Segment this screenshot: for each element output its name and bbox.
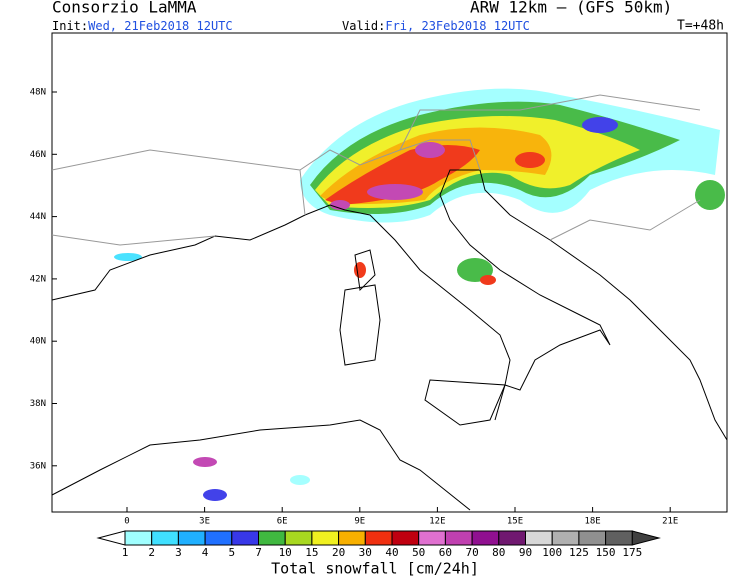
- colorbar-box: [498, 530, 526, 546]
- colorbar-box: [418, 530, 446, 546]
- colorbar-box: [578, 530, 607, 546]
- colorbar-end: [96, 530, 126, 546]
- colorbar-title: Total snowfall [cm/24h]: [271, 560, 479, 578]
- colorbar-box: [258, 530, 286, 546]
- snow-field: [114, 88, 725, 501]
- colorbar-box: [525, 530, 553, 546]
- lat-label: 44N: [30, 212, 46, 222]
- model: ARW 12km – (GFS 50km): [470, 0, 672, 17]
- lon-label: 12E: [429, 517, 445, 527]
- init-label: Init:: [52, 19, 88, 33]
- valid-date: Fri, 23Feb2018 12UTC: [385, 19, 530, 33]
- colorbar-box: [444, 530, 473, 546]
- colorbar-label: 7: [255, 546, 262, 559]
- lat-label: 48N: [30, 88, 46, 98]
- colorbar-label: 2: [148, 546, 155, 559]
- lat-label: 46N: [30, 150, 46, 160]
- colorbar-label: 1: [122, 546, 129, 559]
- lead-time: T=+48h: [677, 19, 724, 34]
- colorbar-label: 60: [439, 546, 452, 559]
- colorbar-box: [204, 530, 233, 546]
- colorbar-label: 80: [492, 546, 505, 559]
- map: [51, 32, 728, 513]
- colorbar-label: 125: [569, 546, 589, 559]
- colorbar-label: 70: [465, 546, 478, 559]
- lon-label: 15E: [507, 517, 523, 527]
- lon-label: 3E: [199, 517, 210, 527]
- lon-label: 18E: [584, 517, 600, 527]
- lon-label: 21E: [662, 517, 678, 527]
- colorbar-label: 20: [332, 546, 345, 559]
- colorbar-box: [124, 530, 153, 546]
- colorbar-box: [605, 530, 633, 546]
- colorbar-box: [231, 530, 260, 546]
- colorbar-box: [471, 530, 500, 546]
- colorbar-label: 30: [359, 546, 372, 559]
- colorbar-label: 100: [542, 546, 562, 559]
- colorbar-box: [177, 530, 206, 546]
- coastlines: [51, 169, 728, 511]
- lat-label: 40N: [30, 337, 46, 347]
- colorbar-box: [311, 530, 340, 546]
- colorbar-box: [364, 530, 393, 546]
- colorbar-box: [284, 530, 313, 546]
- colorbar-box: [338, 530, 366, 546]
- colorbar-label: 175: [622, 546, 642, 559]
- colorbar-box: [151, 530, 179, 546]
- borders: [51, 94, 701, 246]
- valid-label: Valid:: [342, 19, 385, 33]
- lat-label: 42N: [30, 274, 46, 284]
- colorbar-label: 90: [519, 546, 532, 559]
- lon-label: 9E: [354, 517, 365, 527]
- colorbar-label: 10: [279, 546, 292, 559]
- lat-label: 36N: [30, 461, 46, 471]
- colorbar-label: 3: [175, 546, 182, 559]
- colorbar-label: 40: [385, 546, 398, 559]
- title: Consorzio LaMMA: [52, 0, 197, 17]
- colorbar-label: 5: [228, 546, 235, 559]
- colorbar-end: [631, 530, 661, 546]
- colorbar: 1 2 3 4 5 7 10 15 20 30 40 50 60 70 80 90 100 125 150 175: [96, 530, 661, 559]
- valid-line: Valid:Fri, 23Feb2018 12UTC: [342, 19, 530, 33]
- init-line: Init:Wed, 21Feb2018 12UTC: [52, 19, 233, 33]
- colorbar-label: 15: [305, 546, 318, 559]
- colorbar-label: 150: [596, 546, 616, 559]
- lon-label: 6E: [277, 517, 288, 527]
- colorbar-box: [391, 530, 420, 546]
- init-date: Wed, 21Feb2018 12UTC: [88, 19, 233, 33]
- lon-label: 0: [124, 517, 129, 527]
- lat-label: 38N: [30, 399, 46, 409]
- map-frame: [51, 32, 728, 513]
- colorbar-label: 50: [412, 546, 425, 559]
- colorbar-label: 4: [202, 546, 209, 559]
- colorbar-box: [551, 530, 580, 546]
